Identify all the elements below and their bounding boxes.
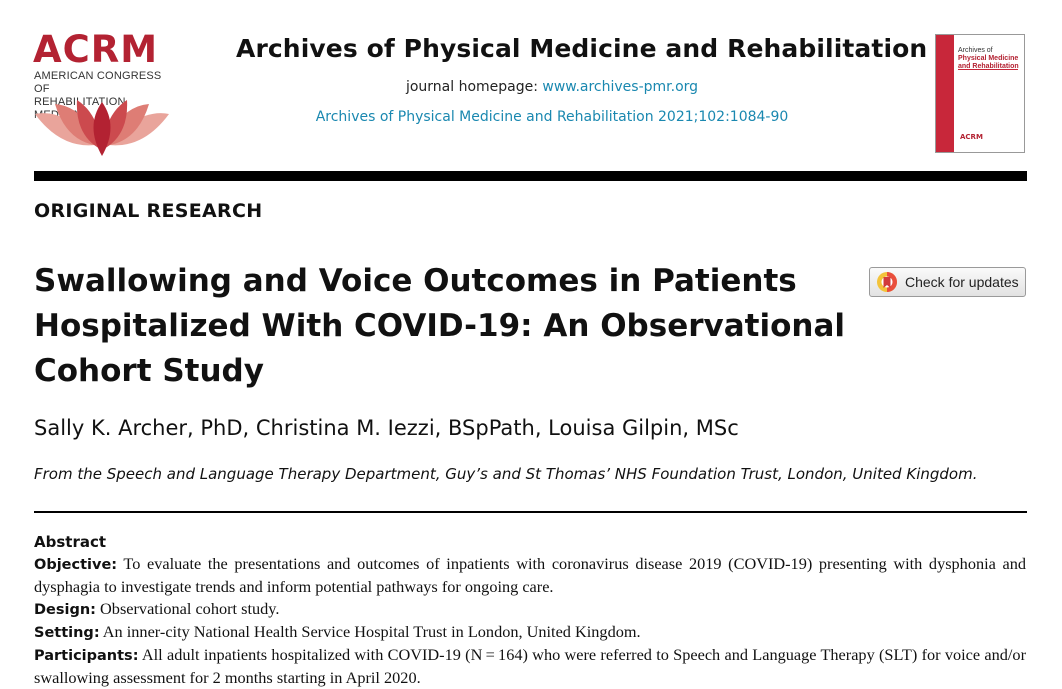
journal-cover-thumbnail[interactable]: Archives of Physical Medicine and Rehabi… — [935, 34, 1025, 153]
check-for-updates-label: Check for updates — [905, 274, 1019, 290]
check-for-updates-icon — [877, 272, 897, 292]
journal-title: Archives of Physical Medicine and Rehabi… — [236, 34, 928, 63]
abstract-objective: Objective: To evaluate the presentations… — [34, 553, 1026, 598]
acrm-subtitle-line-1: AMERICAN CONGRESS OF — [34, 70, 162, 95]
cover-divider — [958, 69, 1018, 70]
cover-logo: ACRM — [960, 133, 983, 141]
abstract-key: Setting: — [34, 625, 100, 641]
abstract-key: Design: — [34, 602, 96, 618]
cover-band — [936, 35, 954, 152]
article-title: Swallowing and Voice Outcomes in Patient… — [34, 263, 845, 389]
homepage-label: journal homepage: — [405, 79, 543, 95]
abstract-text: All adult inpatients hospitalized with C… — [34, 645, 1026, 687]
abstract-body: Objective: To evaluate the presentations… — [34, 553, 1026, 689]
abstract-participants: Participants: All adult inpatients hospi… — [34, 644, 1026, 689]
cover-title-line-1: Archives of — [958, 47, 993, 54]
lotus-icon — [35, 100, 169, 156]
cover-title-line-2: Physical Medicine — [958, 55, 1019, 62]
journal-citation-link[interactable]: Archives of Physical Medicine and Rehabi… — [315, 109, 789, 125]
article-section-label: ORIGINAL RESEARCH — [34, 200, 263, 222]
abstract-divider — [34, 511, 1027, 513]
author-list: Sally K. Archer, PhD, Christina M. Iezzi… — [34, 416, 739, 440]
header-divider — [34, 171, 1027, 181]
abstract-key: Participants: — [34, 648, 139, 664]
cover-title-line-3: and Rehabilitation — [958, 63, 1019, 70]
abstract-text: Observational cohort study. — [95, 599, 280, 618]
acrm-wordmark: ACRM — [33, 28, 159, 71]
abstract-design: Design: Observational cohort study. — [34, 598, 1026, 621]
abstract-heading: Abstract — [34, 533, 107, 551]
abstract-setting: Setting: An inner-city National Health S… — [34, 621, 1026, 644]
author-affiliation: From the Speech and Language Therapy Dep… — [34, 465, 978, 483]
abstract-key: Objective: — [34, 557, 118, 573]
acrm-logo[interactable]: ACRM AMERICAN CONGRESS OF REHABILITATION… — [33, 30, 173, 158]
abstract-text: To evaluate the presentations and outcom… — [34, 554, 1026, 596]
check-for-updates-button[interactable]: Check for updates — [869, 267, 1026, 297]
homepage-link[interactable]: www.archives-pmr.org — [542, 79, 699, 95]
abstract-text: An inner-city National Health Service Ho… — [99, 622, 641, 641]
journal-homepage-line: journal homepage: www.archives-pmr.org — [236, 79, 868, 95]
cover-title: Archives of Physical Medicine and Rehabi… — [958, 47, 1019, 71]
